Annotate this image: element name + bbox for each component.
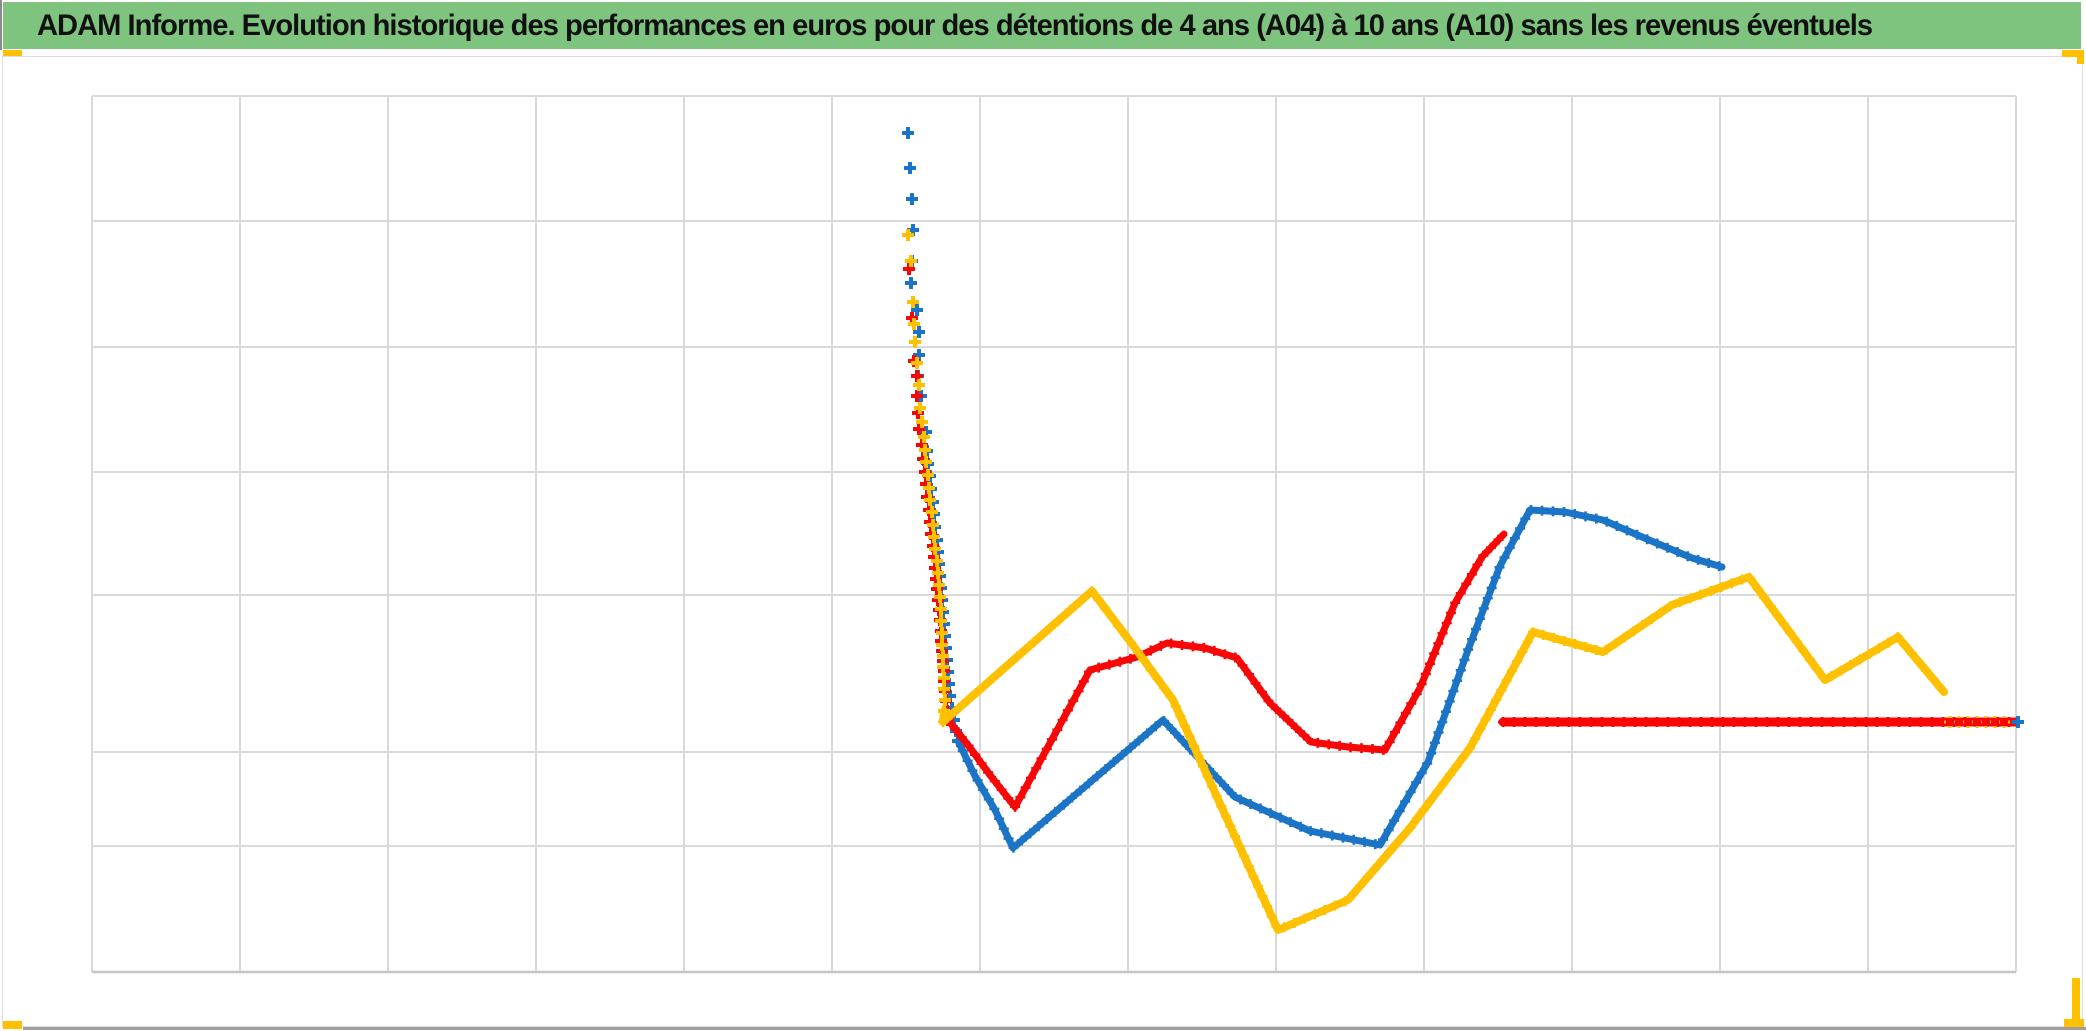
chart-title-bar: ADAM Informe. Evolution historique des p… bbox=[3, 2, 2081, 49]
chart-title: ADAM Informe. Evolution historique des p… bbox=[37, 8, 1873, 42]
gold-fragment-bottom-right-vertical bbox=[2072, 978, 2080, 1022]
gridlines bbox=[91, 95, 2017, 974]
gold-fragment-bottom-right-foot bbox=[2064, 1019, 2084, 1028]
gold-fragment-top-right-horizontal bbox=[2062, 50, 2084, 57]
flat-line-end-blue-marker bbox=[2012, 716, 2024, 728]
gold-fragment-bottom-left bbox=[3, 1021, 22, 1029]
series-gold bbox=[902, 229, 1948, 934]
series-red bbox=[903, 263, 1508, 812]
series-gold-cluster-markers bbox=[902, 229, 951, 717]
bottom-separator-line bbox=[23, 1027, 2086, 1030]
gold-fragment-top-right-vertical bbox=[2077, 50, 2084, 64]
gold-fragment-top-left bbox=[3, 50, 22, 56]
chart-object-frame bbox=[2, 56, 2083, 1027]
worksheet-left-edge-line bbox=[0, 0, 2, 50]
series-red-flat-tail bbox=[1498, 716, 2024, 728]
